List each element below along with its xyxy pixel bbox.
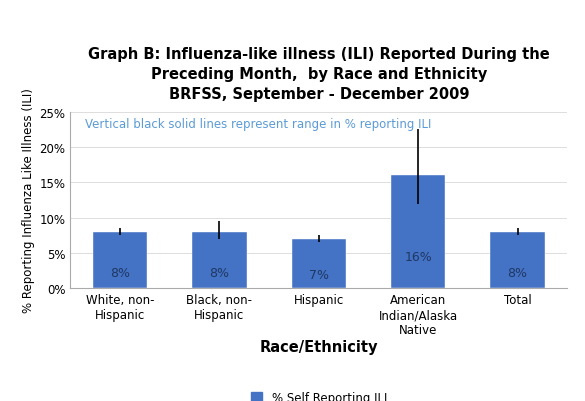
Bar bbox=[93, 232, 147, 289]
Bar bbox=[291, 239, 346, 289]
Y-axis label: % Reporting Influenza Like Illness (ILI): % Reporting Influenza Like Illness (ILI) bbox=[22, 88, 35, 313]
Text: 8%: 8% bbox=[508, 266, 528, 279]
Bar bbox=[490, 232, 545, 289]
Text: 8%: 8% bbox=[110, 266, 130, 279]
Text: Vertical black solid lines represent range in % reporting ILI: Vertical black solid lines represent ran… bbox=[85, 117, 432, 131]
Title: Graph B: Influenza-like illness (ILI) Reported During the
Preceding Month,  by R: Graph B: Influenza-like illness (ILI) Re… bbox=[88, 47, 550, 101]
X-axis label: Race/Ethnicity: Race/Ethnicity bbox=[260, 339, 378, 354]
Text: 8%: 8% bbox=[209, 266, 229, 279]
Text: 7%: 7% bbox=[309, 268, 329, 282]
Bar bbox=[391, 176, 446, 289]
Legend: % Self Reporting ILI: % Self Reporting ILI bbox=[246, 386, 392, 401]
Text: 16%: 16% bbox=[404, 251, 432, 263]
Bar bbox=[192, 232, 247, 289]
